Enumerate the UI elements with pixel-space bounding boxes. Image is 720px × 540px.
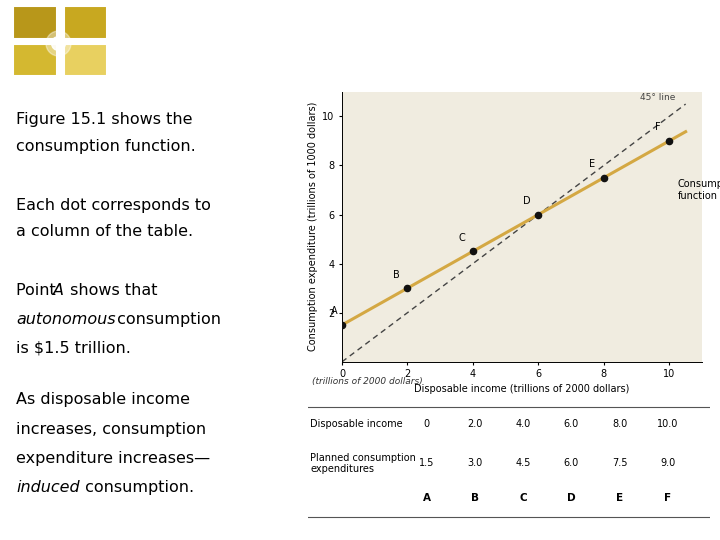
Point <box>533 210 544 219</box>
Text: (trillions of 2000 dollars): (trillions of 2000 dollars) <box>312 377 423 386</box>
Text: 6.0: 6.0 <box>564 419 579 429</box>
Text: 10.0: 10.0 <box>657 419 678 429</box>
Point <box>598 173 610 182</box>
Point <box>467 247 479 255</box>
Text: 45° line: 45° line <box>641 93 676 102</box>
Text: E: E <box>616 493 623 503</box>
Text: D: D <box>523 196 531 206</box>
Text: A: A <box>423 493 431 503</box>
Text: consumption function.: consumption function. <box>16 139 196 154</box>
Point <box>664 137 675 145</box>
Text: 3.0: 3.0 <box>467 458 482 468</box>
Text: induced: induced <box>16 480 80 495</box>
Text: Planned consumption
expenditures: Planned consumption expenditures <box>310 453 416 474</box>
FancyBboxPatch shape <box>63 6 107 39</box>
Point <box>402 284 413 293</box>
Text: is $1.5 trillion.: is $1.5 trillion. <box>16 341 131 356</box>
Text: F: F <box>664 493 671 503</box>
Y-axis label: Consumption expenditure (trillions of 1000 dollars): Consumption expenditure (trillions of 10… <box>308 102 318 352</box>
Text: Each dot corresponds to: Each dot corresponds to <box>16 198 211 213</box>
Text: Disposable income: Disposable income <box>310 419 402 429</box>
Text: B: B <box>392 269 400 280</box>
Text: Point: Point <box>16 283 61 298</box>
Text: 4.5: 4.5 <box>516 458 531 468</box>
Text: A: A <box>330 306 337 316</box>
Text: B: B <box>471 493 479 503</box>
Text: 15.1 EXPENDITURE PLANS AND REAL GDP: 15.1 EXPENDITURE PLANS AND REAL GDP <box>130 38 570 57</box>
Text: C: C <box>458 233 465 243</box>
FancyBboxPatch shape <box>63 44 107 77</box>
FancyBboxPatch shape <box>13 44 57 77</box>
Text: a column of the table.: a column of the table. <box>16 225 193 239</box>
Text: 9.0: 9.0 <box>660 458 675 468</box>
Text: D: D <box>567 493 575 503</box>
Text: C: C <box>519 493 527 503</box>
Text: expenditure increases—: expenditure increases— <box>16 451 210 466</box>
Text: As disposable income: As disposable income <box>16 393 190 408</box>
Text: A: A <box>53 283 64 298</box>
Text: 7.5: 7.5 <box>612 458 627 468</box>
Text: 0: 0 <box>423 419 430 429</box>
Text: F: F <box>655 122 661 132</box>
FancyBboxPatch shape <box>13 6 57 39</box>
Text: increases, consumption: increases, consumption <box>16 422 206 437</box>
Text: autonomous: autonomous <box>16 312 116 327</box>
Text: shows that: shows that <box>65 283 157 298</box>
Text: 1.5: 1.5 <box>419 458 434 468</box>
Text: 6.0: 6.0 <box>564 458 579 468</box>
Text: 4.0: 4.0 <box>516 419 531 429</box>
X-axis label: Disposable income (trillions of 2000 dollars): Disposable income (trillions of 2000 dol… <box>414 383 630 394</box>
Text: E: E <box>589 159 595 169</box>
Text: consumption: consumption <box>112 312 221 327</box>
Point <box>336 321 348 329</box>
Text: Figure 15.1 shows the: Figure 15.1 shows the <box>16 112 192 127</box>
Text: consumption.: consumption. <box>79 480 194 495</box>
Text: 8.0: 8.0 <box>612 419 627 429</box>
Text: 2.0: 2.0 <box>467 419 482 429</box>
Text: Consumption
function: Consumption function <box>678 179 720 201</box>
